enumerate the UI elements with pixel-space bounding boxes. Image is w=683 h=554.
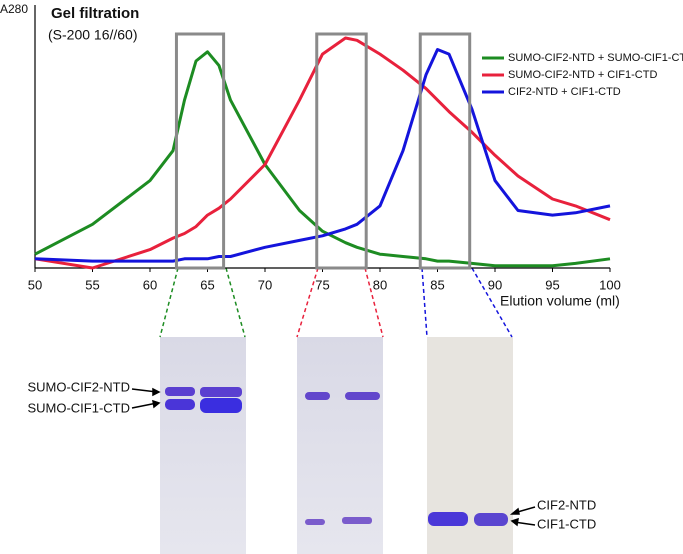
band — [165, 399, 195, 410]
fraction-box — [174, 32, 226, 270]
x-tick-label: 75 — [315, 277, 329, 292]
gels — [131, 267, 536, 554]
gel — [160, 337, 246, 554]
band — [305, 392, 330, 400]
legend-label: SUMO-CIF2-NTD + SUMO-CIF1-CTD — [508, 52, 683, 64]
band-label: SUMO-CIF2-NTD — [27, 379, 130, 394]
band — [165, 387, 195, 396]
x-tick-label: 95 — [545, 277, 559, 292]
series-line — [34, 48, 611, 263]
band — [305, 519, 325, 525]
x-tick-label: 90 — [488, 277, 502, 292]
band-label: CIF1-CTD — [537, 516, 596, 531]
chart-title: Gel filtration — [51, 5, 139, 22]
fraction-box — [418, 32, 472, 270]
fraction-box — [315, 32, 368, 270]
x-tick-label: 65 — [200, 277, 214, 292]
x-tick-label: 100 — [599, 277, 621, 292]
x-tick-label: 85 — [430, 277, 444, 292]
band-label: CIF2-NTD — [537, 497, 596, 512]
y-axis-label: A280 — [0, 2, 28, 16]
x-axis-label: Elution volume (ml) — [500, 293, 620, 309]
band — [474, 513, 508, 526]
x-tick-label: 70 — [258, 277, 272, 292]
legend-label: SUMO-CIF2-NTD + CIF1-CTD — [508, 69, 657, 81]
band-label: SUMO-CIF1-CTD — [27, 400, 130, 415]
series-line — [34, 50, 611, 268]
legend-label: CIF2-NTD + CIF1-CTD — [508, 86, 621, 98]
chart-subtitle: (S-200 16//60) — [48, 27, 138, 43]
band — [200, 387, 242, 397]
series-line — [34, 36, 611, 270]
band — [345, 392, 380, 400]
band — [428, 512, 468, 526]
x-tick-label: 80 — [373, 277, 387, 292]
band — [200, 398, 242, 413]
x-tick-label: 55 — [85, 277, 99, 292]
x-tick-label: 60 — [143, 277, 157, 292]
x-tick-label: 50 — [28, 277, 42, 292]
band — [342, 517, 372, 524]
